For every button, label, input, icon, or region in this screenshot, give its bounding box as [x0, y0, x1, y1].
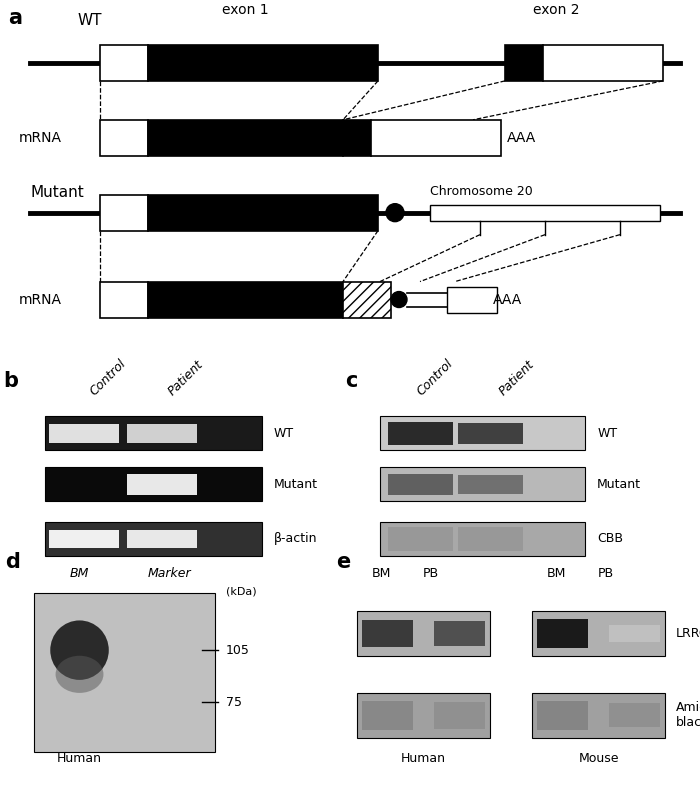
Bar — [379, 416, 584, 450]
Bar — [388, 422, 454, 445]
Text: PB: PB — [597, 566, 614, 580]
Bar — [388, 527, 454, 551]
Text: LRRC8: LRRC8 — [676, 627, 700, 640]
Bar — [609, 625, 659, 642]
Bar — [447, 286, 497, 312]
Bar — [148, 195, 378, 231]
Text: Human: Human — [401, 752, 446, 766]
Circle shape — [391, 292, 407, 308]
Text: CBB: CBB — [597, 532, 623, 546]
Bar — [434, 621, 484, 645]
Text: d: d — [5, 552, 20, 572]
Bar — [127, 424, 197, 443]
Text: Control: Control — [414, 357, 456, 398]
Text: WT: WT — [274, 427, 294, 440]
Bar — [45, 522, 262, 556]
Bar — [127, 529, 197, 548]
Text: mRNA: mRNA — [19, 293, 62, 307]
Text: Mutant: Mutant — [274, 478, 318, 491]
Bar — [609, 703, 659, 728]
Text: β-actin: β-actin — [274, 532, 317, 546]
Bar — [100, 119, 148, 156]
Bar — [148, 119, 343, 156]
Bar — [532, 693, 665, 737]
Text: Patient: Patient — [496, 358, 537, 398]
Text: BM: BM — [547, 566, 566, 580]
Text: exon 1: exon 1 — [222, 3, 268, 17]
Bar — [34, 592, 215, 752]
Bar — [148, 282, 343, 317]
Text: exon 2: exon 2 — [533, 3, 580, 17]
Text: Patient: Patient — [165, 358, 206, 398]
Text: Human: Human — [57, 752, 102, 766]
Bar — [505, 45, 543, 81]
Bar — [127, 475, 197, 494]
Bar — [458, 475, 523, 494]
Bar — [379, 467, 584, 501]
Bar — [543, 45, 663, 81]
Text: mRNA: mRNA — [19, 131, 62, 145]
Text: e: e — [336, 552, 350, 572]
Text: PB: PB — [422, 566, 439, 580]
Bar — [458, 527, 523, 551]
Bar — [388, 475, 454, 494]
Text: Mutant: Mutant — [30, 185, 84, 199]
Text: Mouse: Mouse — [578, 752, 619, 766]
Ellipse shape — [55, 656, 104, 693]
Bar — [357, 693, 490, 737]
Text: BM: BM — [372, 566, 391, 580]
Bar — [371, 119, 501, 156]
Bar — [379, 522, 584, 556]
Text: Control: Control — [88, 357, 129, 398]
Text: 75: 75 — [226, 696, 241, 709]
Text: c: c — [345, 371, 358, 391]
Bar — [343, 282, 391, 317]
Text: Mutant: Mutant — [597, 478, 641, 491]
Bar — [538, 701, 588, 730]
Text: BM: BM — [70, 566, 89, 580]
Text: Marker: Marker — [148, 566, 192, 580]
Bar — [343, 119, 371, 156]
Bar — [100, 45, 148, 81]
Bar — [100, 282, 148, 317]
Bar — [430, 205, 660, 221]
Text: b: b — [3, 371, 18, 391]
Ellipse shape — [50, 620, 108, 680]
Bar — [45, 467, 262, 501]
Bar — [458, 423, 523, 444]
Bar — [363, 701, 413, 730]
Bar — [148, 45, 378, 81]
Bar — [45, 416, 262, 450]
Bar — [357, 611, 490, 656]
Circle shape — [386, 203, 404, 221]
Text: WT: WT — [597, 427, 617, 440]
Bar — [50, 529, 119, 548]
Text: AAA: AAA — [493, 293, 522, 307]
Text: WT: WT — [78, 13, 102, 28]
Bar — [434, 702, 484, 729]
Text: 105: 105 — [226, 644, 250, 657]
Text: (kDa): (kDa) — [226, 587, 256, 597]
Bar — [100, 195, 148, 231]
Bar — [538, 619, 588, 648]
Bar — [50, 424, 119, 443]
Text: Amido
black: Amido black — [676, 702, 700, 729]
Text: Chromosome 20: Chromosome 20 — [430, 185, 533, 198]
Text: a: a — [8, 8, 22, 28]
Bar — [532, 611, 665, 656]
Text: AAA: AAA — [507, 131, 536, 145]
Bar — [363, 620, 413, 647]
